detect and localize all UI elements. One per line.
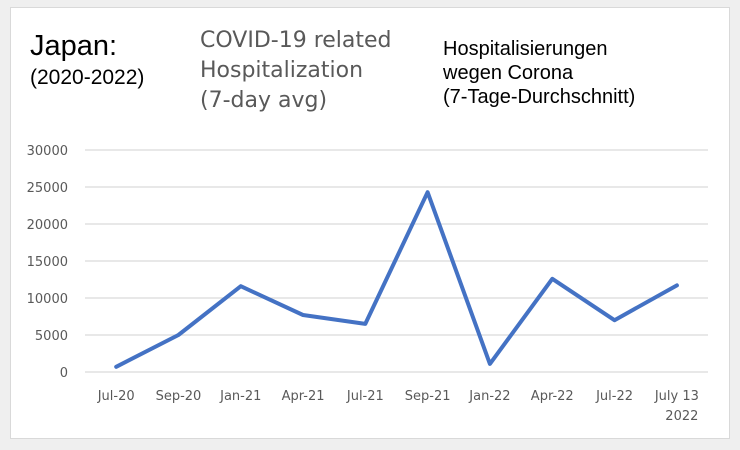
x-tick-label: Sep-20 xyxy=(156,389,202,404)
x-axis-ticks: Jul-20 Sep-20 Jan-21 Apr-21 Jul-21 Sep-21 Jan-… xyxy=(97,389,699,424)
chart-title-english: COVID-19 related Hospitalization (7-day … xyxy=(200,28,392,113)
y-tick-label: 15000 xyxy=(27,255,68,270)
y-tick-label: 20000 xyxy=(27,218,68,233)
gridlines xyxy=(85,149,708,373)
chart-title-german: Hospitalisierungen wegen Corona (7-Tage-… xyxy=(443,38,636,108)
y-axis-ticks: 0 5000 10000 15000 20000 25000 30000 xyxy=(27,144,68,381)
y-tick-label: 0 xyxy=(60,366,68,381)
x-tick-label: Sep-21 xyxy=(405,389,451,404)
country-title: Japan: xyxy=(30,30,118,62)
x-tick-label: Jul-20 xyxy=(97,389,135,404)
year-range: (2020-2022) xyxy=(30,66,145,89)
x-tick-label: Jan-22 xyxy=(468,389,510,404)
x-tick-label: Jul-21 xyxy=(346,389,384,404)
x-tick-label: 2022 xyxy=(665,409,698,424)
y-tick-label: 5000 xyxy=(35,329,68,344)
y-tick-label: 25000 xyxy=(27,181,68,196)
x-tick-label: Apr-21 xyxy=(282,389,325,404)
series-line xyxy=(114,190,679,369)
chart-panel xyxy=(10,7,730,439)
y-tick-label: 30000 xyxy=(27,144,68,159)
x-tick-label: Jan-21 xyxy=(219,389,261,404)
x-tick-label: July 13 xyxy=(654,389,699,404)
x-tick-label: Jul-22 xyxy=(595,389,633,404)
y-tick-label: 10000 xyxy=(27,292,68,307)
x-tick-label: Apr-22 xyxy=(531,389,574,404)
